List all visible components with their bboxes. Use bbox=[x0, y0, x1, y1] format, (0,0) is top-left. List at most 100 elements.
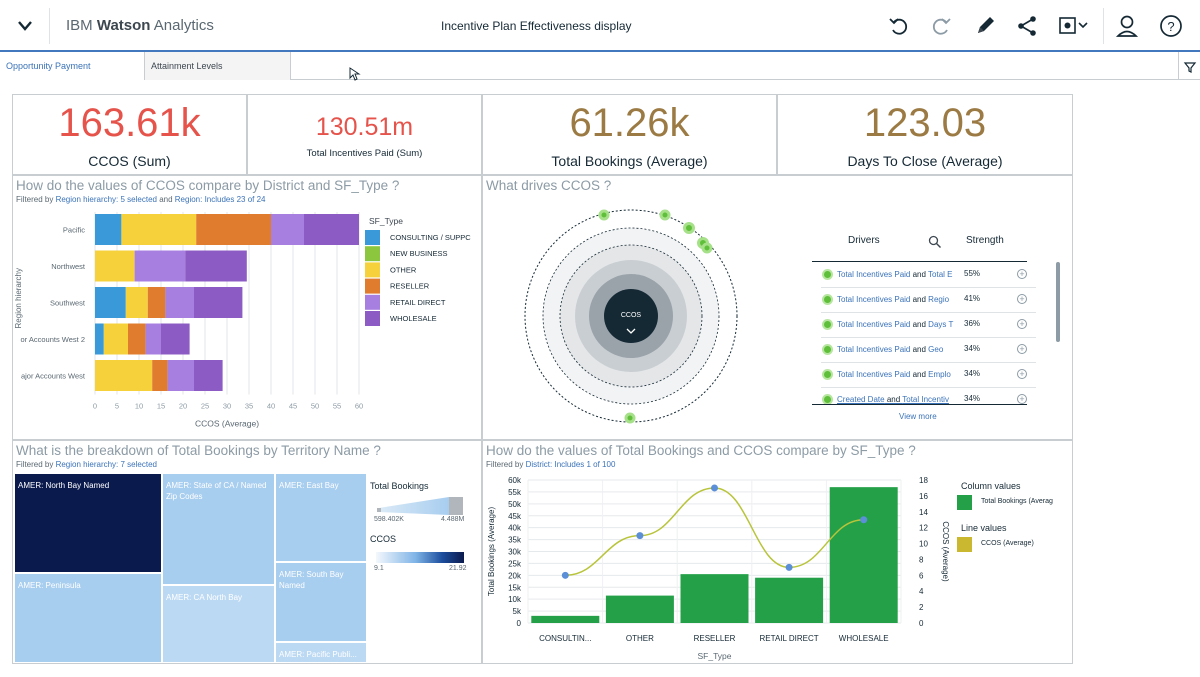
undo-icon[interactable] bbox=[886, 13, 912, 39]
bar-segment[interactable] bbox=[165, 287, 194, 318]
line-point[interactable] bbox=[636, 532, 644, 540]
bar-segment[interactable] bbox=[95, 360, 153, 391]
filter-link-region-hierarchy[interactable]: Region hierarchy: 5 selected bbox=[55, 195, 157, 204]
filter-link-region-hierarchy[interactable]: Region hierarchy: 7 selected bbox=[55, 460, 157, 469]
driver-label[interactable]: Total Incentives Paid and Total E bbox=[837, 270, 955, 279]
driver-row[interactable]: Total Incentives Paid and Geo 34% + bbox=[821, 338, 1051, 363]
help-icon[interactable]: ? bbox=[1158, 13, 1184, 39]
driver-row[interactable]: Total Incentives Paid and Emplo 34% + bbox=[821, 363, 1051, 388]
bar[interactable] bbox=[680, 574, 749, 623]
treemap-cell[interactable]: AMER: South Bay Named bbox=[276, 563, 366, 641]
bar-segment[interactable] bbox=[121, 214, 197, 245]
driver-spiral-diagram[interactable]: CCOS bbox=[516, 206, 746, 436]
center-target[interactable] bbox=[604, 289, 658, 343]
driver-point[interactable] bbox=[598, 209, 610, 221]
driver-point[interactable] bbox=[683, 222, 695, 234]
expand-plus-icon[interactable]: + bbox=[1017, 344, 1027, 354]
user-icon[interactable] bbox=[1114, 13, 1140, 39]
panel-treemap[interactable]: What is the breakdown of Total Bookings … bbox=[12, 440, 482, 664]
bar-segment[interactable] bbox=[95, 250, 135, 282]
expand-plus-icon[interactable]: + bbox=[1017, 294, 1027, 304]
bar-segment[interactable] bbox=[145, 323, 161, 355]
driver-label[interactable]: Created Date and Total Incentiv bbox=[837, 395, 955, 404]
treemap-cell[interactable]: AMER: Pacific Publi... bbox=[276, 643, 366, 662]
bar-segment[interactable] bbox=[196, 214, 271, 245]
driver-label[interactable]: Total Incentives Paid and Geo bbox=[837, 345, 955, 354]
center-chevron-icon[interactable] bbox=[626, 328, 636, 334]
drivers-scrollbar[interactable] bbox=[1056, 262, 1060, 342]
bar[interactable] bbox=[829, 487, 898, 623]
bar-segment[interactable] bbox=[167, 360, 194, 391]
panel-ccos-by-district[interactable]: How do the values of CCOS compare by Dis… bbox=[12, 175, 482, 440]
kpi-tile-days-to-close[interactable]: 123.03 Days To Close (Average) bbox=[777, 94, 1073, 175]
treemap-cell[interactable]: AMER: State of CA / Named Zip Codes bbox=[163, 474, 274, 584]
bar-segment[interactable] bbox=[194, 360, 223, 391]
driver-label[interactable]: Total Incentives Paid and Emplo bbox=[837, 370, 955, 379]
driver-point[interactable] bbox=[659, 209, 671, 221]
search-icon[interactable] bbox=[928, 235, 942, 249]
treemap-cell[interactable]: AMER: Peninsula bbox=[15, 574, 161, 662]
line-point[interactable] bbox=[711, 484, 718, 492]
driver-row[interactable]: Total Incentives Paid and Regio 41% + bbox=[821, 288, 1051, 313]
bar[interactable] bbox=[531, 615, 600, 623]
bar-segment[interactable] bbox=[152, 360, 168, 391]
bar-segment[interactable] bbox=[271, 214, 304, 245]
bar-segment[interactable] bbox=[95, 287, 126, 318]
tab-attainment-levels[interactable]: Attainment Levels bbox=[145, 52, 291, 80]
drivers-list[interactable]: Total Incentives Paid and Total E 55% + Tot… bbox=[821, 262, 1051, 404]
bar[interactable] bbox=[605, 595, 674, 623]
filter-link-district[interactable]: District: Includes 1 of 100 bbox=[525, 460, 616, 469]
bar-segment[interactable] bbox=[194, 287, 243, 318]
kpi-tile-bookings[interactable]: 61.26k Total Bookings (Average) bbox=[482, 94, 777, 175]
share-icon[interactable] bbox=[1014, 13, 1040, 39]
driver-point[interactable] bbox=[701, 242, 713, 254]
bar-segment[interactable] bbox=[125, 287, 148, 318]
bar[interactable] bbox=[755, 577, 824, 623]
treemap[interactable]: AMER: North Bay Named AMER: State of CA /… bbox=[15, 474, 366, 662]
screenshot-icon[interactable] bbox=[1058, 13, 1092, 39]
redo-icon[interactable] bbox=[928, 13, 954, 39]
bar-segment[interactable] bbox=[147, 287, 166, 318]
bar-segment[interactable] bbox=[161, 323, 190, 355]
treemap-cell[interactable]: AMER: East Bay bbox=[276, 474, 366, 561]
bar-segment[interactable] bbox=[128, 323, 146, 355]
line-point[interactable] bbox=[860, 516, 868, 524]
filter-icon[interactable] bbox=[1178, 52, 1200, 80]
driver-row[interactable]: Total Incentives Paid and Total E 55% + bbox=[821, 263, 1051, 288]
filter-link-region[interactable]: Region: Includes 23 of 24 bbox=[174, 195, 266, 204]
line-point[interactable] bbox=[785, 563, 793, 571]
expand-plus-icon[interactable]: + bbox=[1017, 319, 1027, 329]
expand-plus-icon[interactable]: + bbox=[1017, 394, 1027, 404]
combo-bar-line-chart[interactable]: 0 5k 10k 15k 20k 25k 30k 35k 40k 45k 50k 55k 60k 0 2 4 6… bbox=[483, 473, 953, 663]
bar-segment[interactable] bbox=[185, 250, 247, 282]
treemap-cell[interactable]: AMER: North Bay Named bbox=[15, 474, 161, 572]
expand-plus-icon[interactable]: + bbox=[1017, 269, 1027, 279]
expand-plus-icon[interactable]: + bbox=[1017, 369, 1027, 379]
panel-bookings-ccos-combo[interactable]: How do the values of Total Bookings and … bbox=[482, 440, 1073, 664]
legend-item[interactable]: CONSULTING / SUPPC bbox=[390, 233, 471, 242]
view-more-link[interactable]: View more bbox=[899, 412, 937, 421]
legend-item[interactable]: NEW BUSINESS bbox=[390, 249, 448, 258]
bar-segment[interactable] bbox=[304, 214, 359, 245]
line-point[interactable] bbox=[561, 571, 569, 579]
driver-label[interactable]: Total Incentives Paid and Regio bbox=[837, 295, 955, 304]
bar-segment[interactable] bbox=[134, 250, 186, 282]
ccos-line[interactable] bbox=[565, 487, 864, 577]
bar-segment[interactable] bbox=[95, 323, 104, 355]
legend-item[interactable]: RESELLER bbox=[390, 282, 430, 291]
panel-drivers[interactable]: What drives CCOS ? CCOS Drivers Strength… bbox=[482, 175, 1073, 440]
bar-segment[interactable] bbox=[95, 214, 122, 245]
bar-segment[interactable] bbox=[103, 323, 128, 355]
kpi-tile-incentives[interactable]: 130.51m Total Incentives Paid (Sum) bbox=[247, 94, 482, 175]
tab-opportunity-payment[interactable]: Opportunity Payment bbox=[0, 52, 145, 80]
legend-item[interactable]: WHOLESALE bbox=[390, 314, 437, 323]
stacked-bar-chart[interactable]: 0 5 10 15 20 25 30 35 40 45 50 55 60 Pacific Northwest… bbox=[13, 204, 481, 439]
driver-point[interactable] bbox=[624, 412, 636, 424]
treemap-cell[interactable]: AMER: CA North Bay bbox=[163, 586, 274, 662]
pencil-icon[interactable] bbox=[972, 13, 998, 39]
driver-points[interactable] bbox=[598, 209, 713, 424]
legend-item[interactable]: OTHER bbox=[390, 265, 417, 274]
chevron-down-icon[interactable] bbox=[12, 14, 38, 38]
legend-item[interactable]: RETAIL DIRECT bbox=[390, 298, 446, 307]
driver-row[interactable]: Total Incentives Paid and Days T 36% + bbox=[821, 313, 1051, 338]
